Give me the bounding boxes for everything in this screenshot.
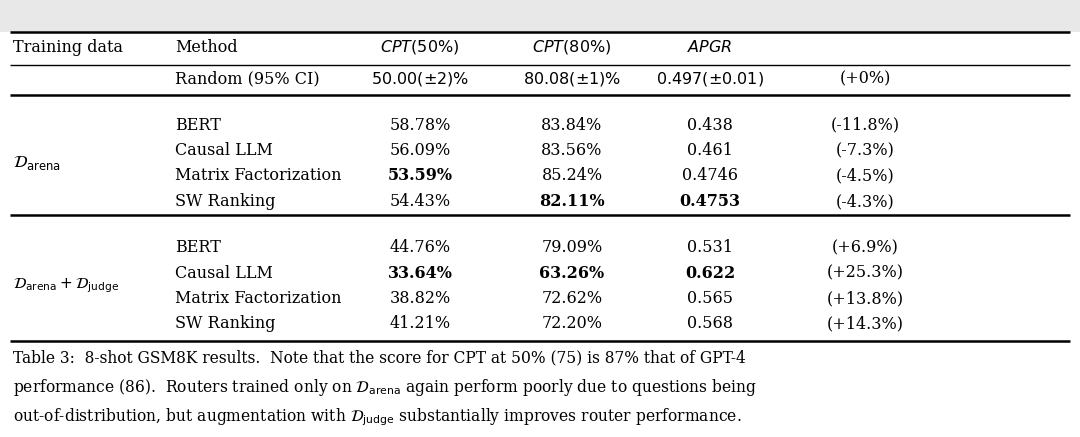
Text: $\mathit{CPT}(80\%)$: $\mathit{CPT}(80\%)$ [532, 38, 611, 56]
Text: Matrix Factorization: Matrix Factorization [175, 167, 341, 184]
Text: (-11.8%): (-11.8%) [831, 117, 900, 133]
Bar [0, 343, 1080, 437]
Text: 0.565: 0.565 [687, 290, 733, 307]
Text: 85.24%: 85.24% [541, 167, 603, 184]
Text: 83.56%: 83.56% [541, 142, 603, 159]
Text: $50.00(\pm2)\%$: $50.00(\pm2)\%$ [370, 70, 469, 88]
Text: (+6.9%): (+6.9%) [832, 239, 899, 256]
Text: 0.4746: 0.4746 [681, 167, 738, 184]
Text: 79.09%: 79.09% [541, 239, 603, 256]
Text: (+25.3%): (+25.3%) [826, 264, 904, 281]
Text: 56.09%: 56.09% [390, 142, 450, 159]
Text: 0.438: 0.438 [687, 117, 733, 133]
Text: 63.26%: 63.26% [539, 264, 605, 281]
Text: $0.497(\pm0.01)$: $0.497(\pm0.01)$ [656, 70, 764, 88]
Text: $\mathit{CPT}(50\%)$: $\mathit{CPT}(50\%)$ [380, 38, 460, 56]
Text: 72.20%: 72.20% [541, 316, 603, 333]
Text: 58.78%: 58.78% [389, 117, 450, 133]
Text: (+14.3%): (+14.3%) [826, 316, 904, 333]
Text: (+13.8%): (+13.8%) [826, 290, 904, 307]
Text: 83.84%: 83.84% [541, 117, 603, 133]
Text: 33.64%: 33.64% [388, 264, 453, 281]
Text: 82.11%: 82.11% [539, 193, 605, 210]
Bar [0, 32, 1080, 343]
Text: (-4.3%): (-4.3%) [836, 193, 894, 210]
Text: 53.59%: 53.59% [388, 167, 453, 184]
Text: 44.76%: 44.76% [390, 239, 450, 256]
Text: Method: Method [175, 39, 238, 56]
Text: out-of-distribution, but augmentation with $\mathcal{D}_{\mathrm{judge}}$ substa: out-of-distribution, but augmentation wi… [13, 406, 742, 427]
Text: Random (95% CI): Random (95% CI) [175, 70, 320, 87]
Text: (-7.3%): (-7.3%) [836, 142, 894, 159]
Text: Matrix Factorization: Matrix Factorization [175, 290, 341, 307]
Text: 54.43%: 54.43% [390, 193, 450, 210]
Text: Causal LLM: Causal LLM [175, 264, 273, 281]
Text: 0.622: 0.622 [685, 264, 735, 281]
Text: $80.08(\pm1)\%$: $80.08(\pm1)\%$ [523, 70, 621, 88]
Text: BERT: BERT [175, 239, 221, 256]
Text: 0.461: 0.461 [687, 142, 733, 159]
Text: 0.4753: 0.4753 [679, 193, 741, 210]
Text: Table 3:  8-shot GSM8K results.  Note that the score for CPT at 50% (75) is 87% : Table 3: 8-shot GSM8K results. Note that… [13, 349, 746, 366]
Text: $\mathit{APGR}$: $\mathit{APGR}$ [687, 39, 732, 56]
Text: 38.82%: 38.82% [390, 290, 450, 307]
Text: 0.568: 0.568 [687, 316, 733, 333]
Text: performance (86).  Routers trained only on $\mathcal{D}_{\mathrm{arena}}$ again : performance (86). Routers trained only o… [13, 378, 757, 399]
Text: $\mathcal{D}_{\mathrm{arena}}$: $\mathcal{D}_{\mathrm{arena}}$ [13, 154, 62, 172]
Text: BERT: BERT [175, 117, 221, 133]
Text: Causal LLM: Causal LLM [175, 142, 273, 159]
Text: $\mathcal{D}_{\mathrm{arena}}+\mathcal{D}_{\mathrm{judge}}$: $\mathcal{D}_{\mathrm{arena}}+\mathcal{D… [13, 276, 119, 295]
Text: 41.21%: 41.21% [390, 316, 450, 333]
Text: Training data: Training data [13, 39, 123, 56]
Text: SW Ranking: SW Ranking [175, 316, 275, 333]
Text: (+0%): (+0%) [839, 70, 891, 87]
Text: (-4.5%): (-4.5%) [836, 167, 894, 184]
Text: 72.62%: 72.62% [541, 290, 603, 307]
Text: 0.531: 0.531 [687, 239, 733, 256]
Text: SW Ranking: SW Ranking [175, 193, 275, 210]
